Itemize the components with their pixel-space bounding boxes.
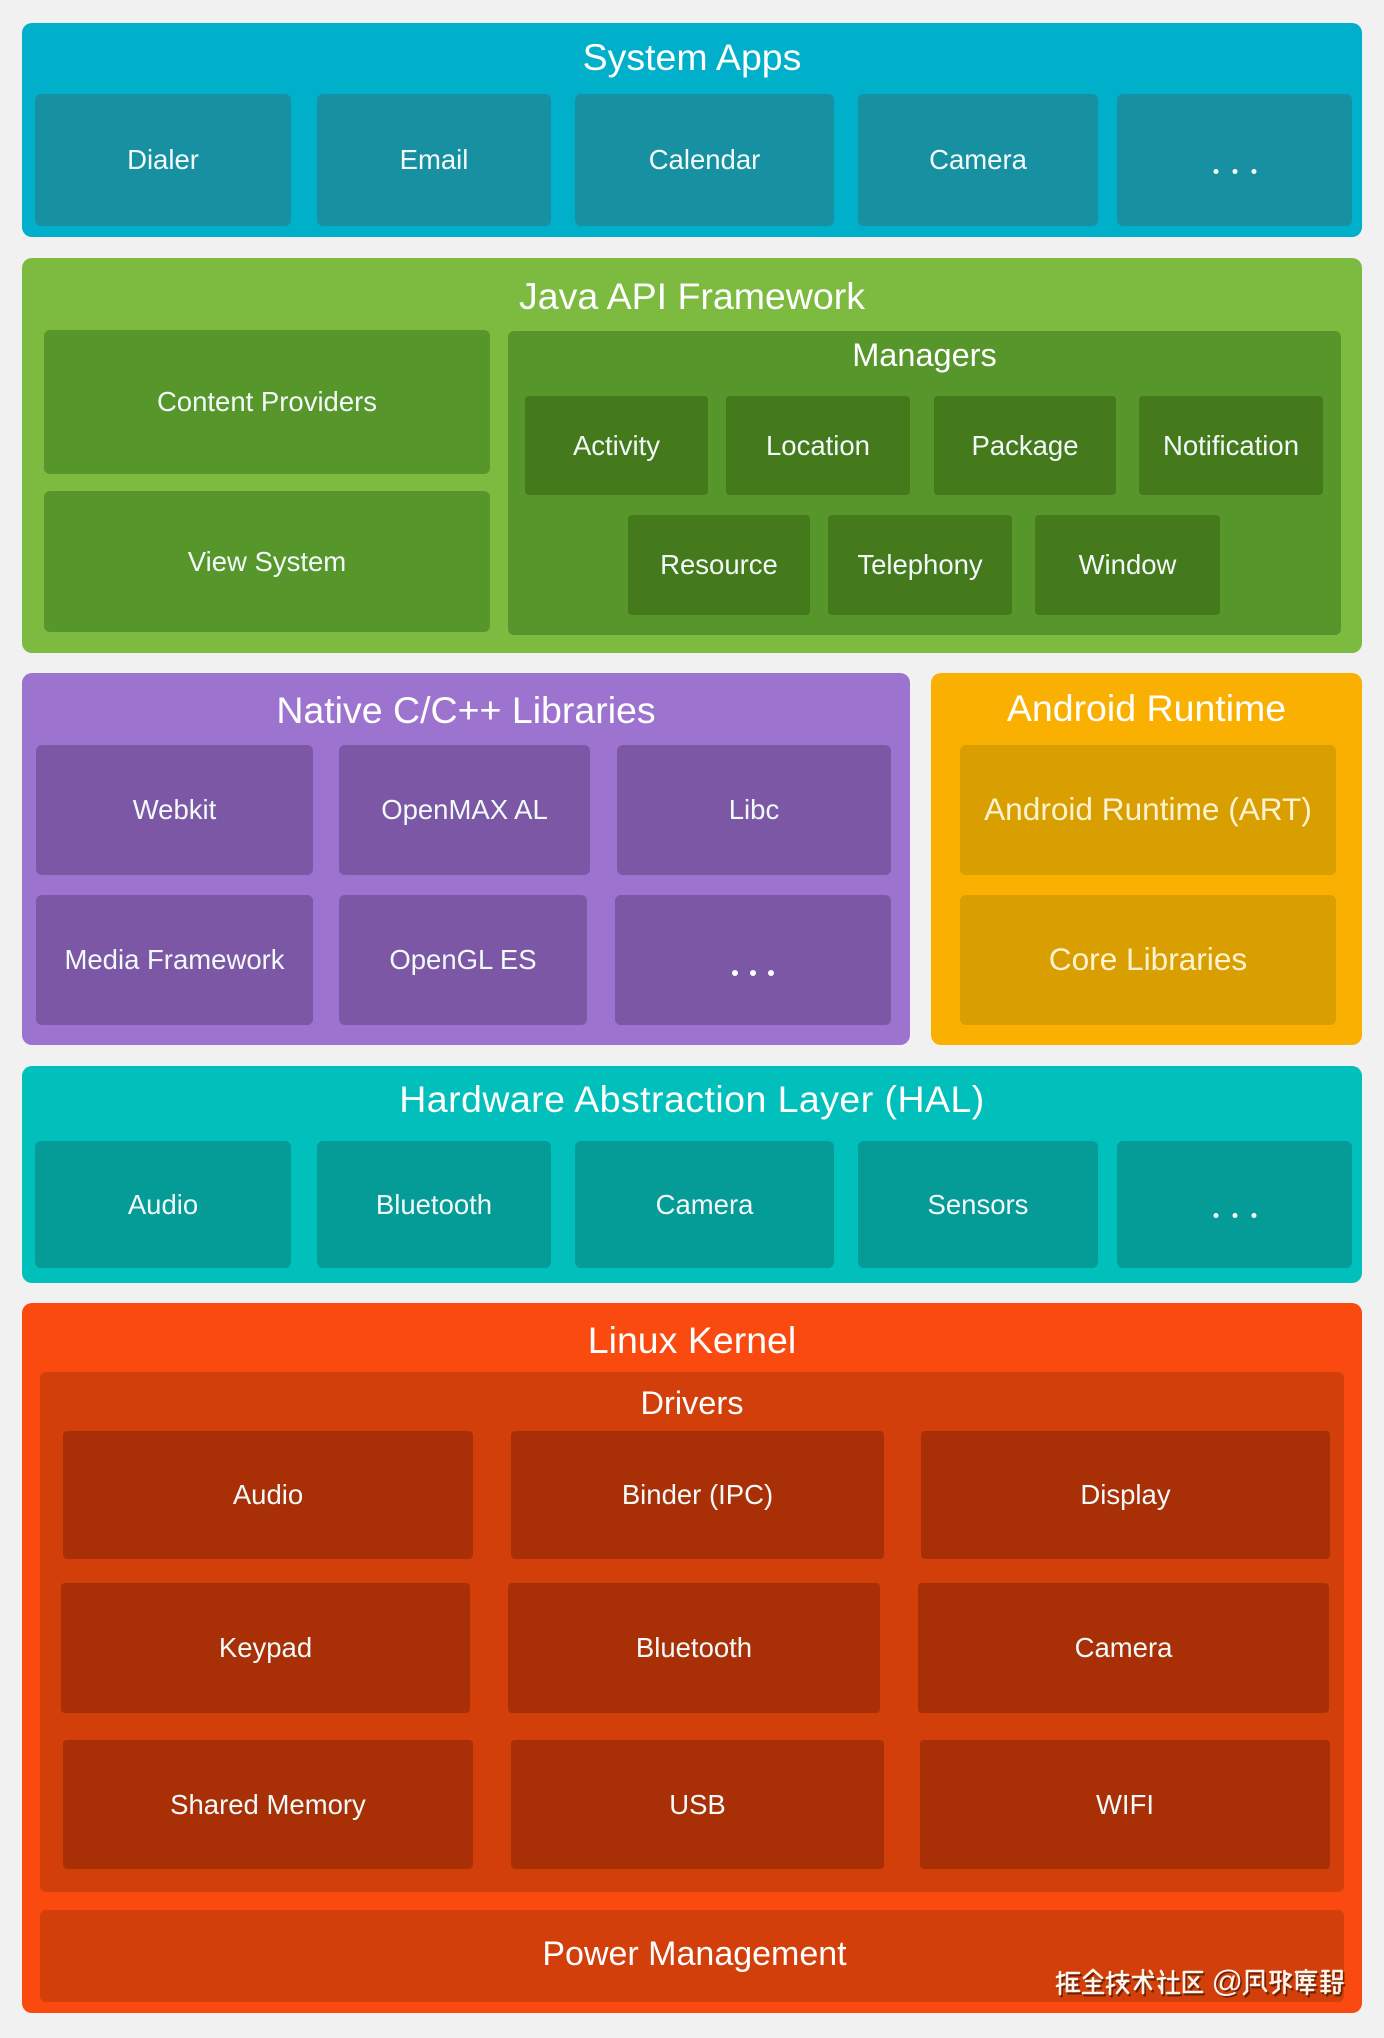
svg-text:@: @ <box>1213 1965 1244 2000</box>
svg-text:@: @ <box>1212 1964 1243 1999</box>
